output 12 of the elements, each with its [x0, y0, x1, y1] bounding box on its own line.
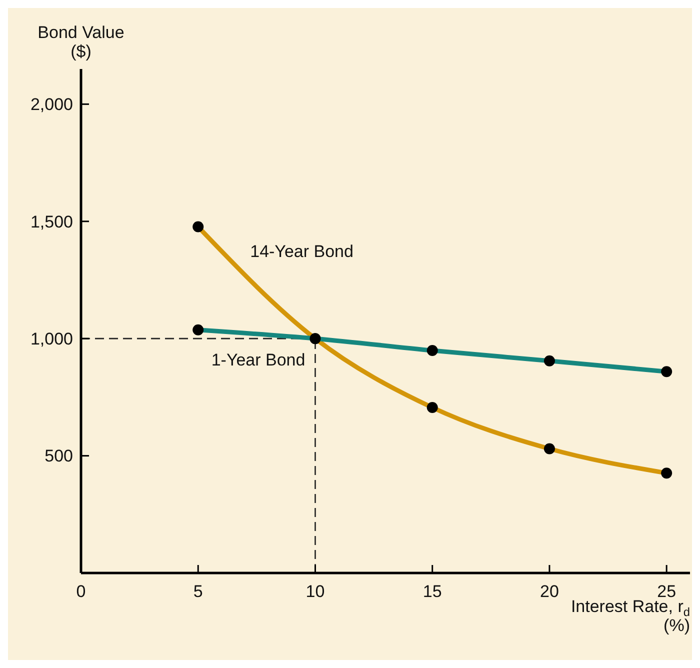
x-tick-label: 10 [306, 582, 325, 601]
x-tick-label: 15 [422, 582, 442, 601]
x-tick-label: 20 [540, 582, 559, 601]
x-tick-label: 0 [76, 582, 86, 601]
y-axis-title: Bond Value ($) [38, 23, 124, 61]
x-tick-label: 5 [193, 582, 203, 601]
series-label: 14-Year Bond [250, 242, 354, 261]
y-tick-label: 1,500 [30, 212, 73, 232]
y-tick-label: 2,000 [30, 95, 73, 114]
y-tick-label: 500 [44, 446, 73, 466]
series-label: 1-Year Bond [211, 350, 306, 370]
y-tick-label: 1,000 [30, 330, 73, 349]
